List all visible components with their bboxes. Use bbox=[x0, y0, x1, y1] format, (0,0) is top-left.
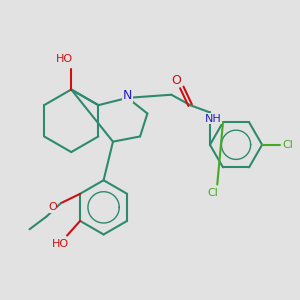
Text: HO: HO bbox=[52, 239, 69, 249]
Text: O: O bbox=[172, 74, 182, 87]
Text: Cl: Cl bbox=[283, 140, 294, 150]
Text: HO: HO bbox=[56, 54, 73, 64]
Text: Cl: Cl bbox=[208, 188, 218, 198]
Text: O: O bbox=[48, 202, 57, 212]
Text: N: N bbox=[123, 89, 132, 102]
Text: NH: NH bbox=[205, 114, 221, 124]
